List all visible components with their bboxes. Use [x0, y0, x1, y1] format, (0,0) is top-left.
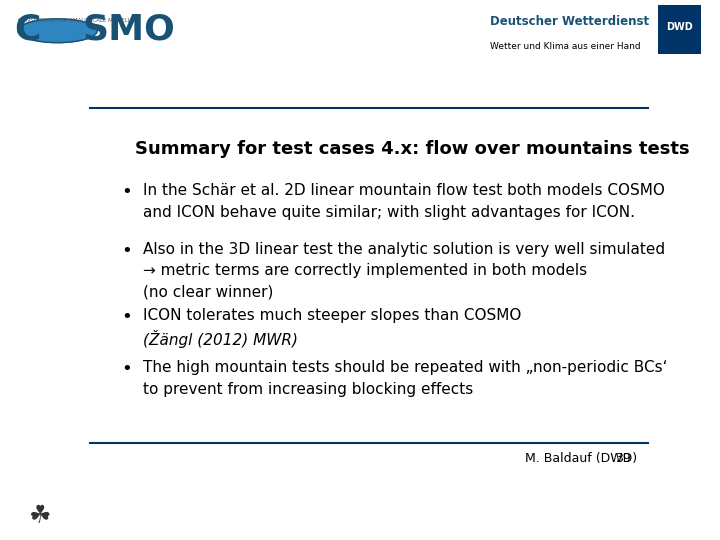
Circle shape [18, 19, 97, 43]
Text: (no clear winner): (no clear winner) [143, 285, 274, 300]
Text: (Žängl (2012) MWR): (Žängl (2012) MWR) [143, 329, 298, 348]
Text: Also in the 3D linear test the analytic solution is very well simulated: Also in the 3D linear test the analytic … [143, 241, 665, 256]
Text: Summary for test cases 4.x: flow over mountains tests: Summary for test cases 4.x: flow over mo… [135, 140, 689, 158]
Text: 39: 39 [615, 452, 631, 465]
Text: The high mountain tests should be repeated with „non-periodic BCs‘: The high mountain tests should be repeat… [143, 360, 667, 375]
Text: In the Schär et al. 2D linear mountain flow test both models COSMO: In the Schär et al. 2D linear mountain f… [143, 183, 665, 198]
Text: •: • [121, 183, 132, 201]
Text: M. Baldauf (DWD): M. Baldauf (DWD) [526, 452, 637, 465]
Text: and ICON behave quite similar; with slight advantages for ICON.: and ICON behave quite similar; with slig… [143, 205, 635, 220]
FancyBboxPatch shape [658, 5, 701, 54]
Text: SMO: SMO [83, 13, 176, 46]
Text: •: • [121, 241, 132, 260]
Text: •: • [121, 308, 132, 326]
Text: to prevent from increasing blocking effects: to prevent from increasing blocking effe… [143, 382, 473, 397]
Text: C: C [14, 13, 41, 46]
Text: → metric terms are correctly implemented in both models: → metric terms are correctly implemented… [143, 263, 587, 278]
Text: Deutscher Wetterdienst: Deutscher Wetterdienst [490, 15, 649, 28]
Text: Wetter und Klima aus einer Hand: Wetter und Klima aus einer Hand [490, 42, 640, 51]
Text: ☘: ☘ [28, 504, 51, 528]
Text: CONSORTIUM FOR SMALL SCALE MODELLING: CONSORTIUM FOR SMALL SCALE MODELLING [18, 18, 140, 23]
Text: •: • [121, 360, 132, 378]
Text: ICON tolerates much steeper slopes than COSMO: ICON tolerates much steeper slopes than … [143, 308, 521, 323]
Text: DWD: DWD [666, 22, 693, 32]
